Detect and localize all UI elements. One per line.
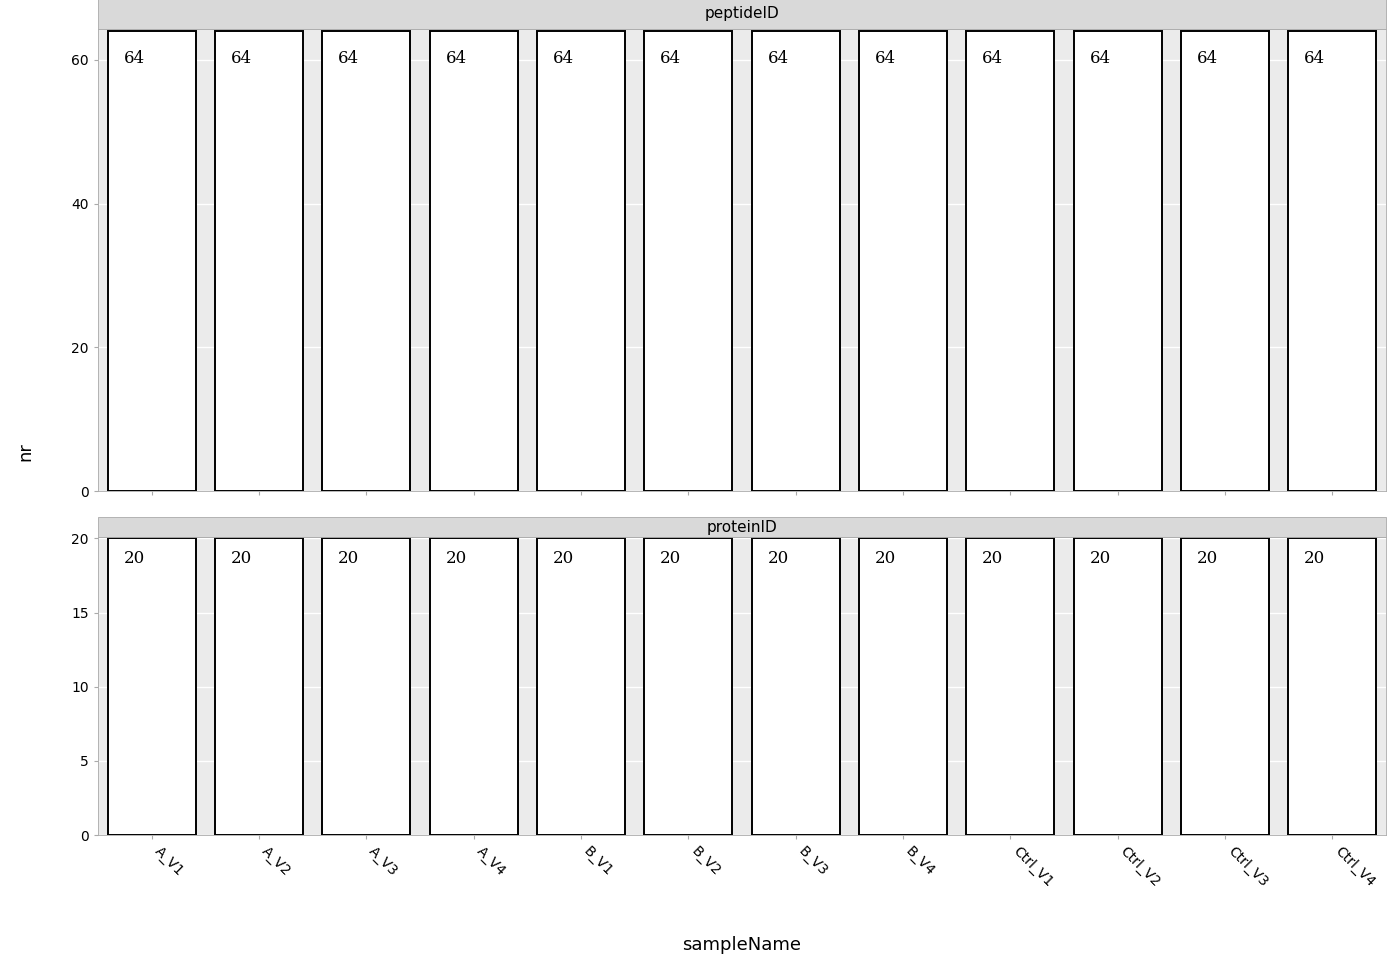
Text: 64: 64	[1305, 50, 1326, 66]
Bar	[1288, 31, 1376, 492]
Bar	[108, 539, 196, 835]
Text: proteinID: proteinID	[707, 519, 777, 535]
Text: 20: 20	[1089, 550, 1110, 567]
Text: 20: 20	[123, 550, 144, 567]
Bar	[98, 0, 1386, 29]
Bar	[216, 31, 302, 492]
Text: 20: 20	[445, 550, 466, 567]
Text: 64: 64	[445, 50, 466, 66]
Bar	[1182, 539, 1268, 835]
Bar	[860, 31, 946, 492]
Text: 20: 20	[983, 550, 1004, 567]
Text: 20: 20	[553, 550, 574, 567]
Bar	[1074, 31, 1162, 492]
Bar	[108, 31, 196, 492]
Text: peptideID: peptideID	[704, 7, 780, 21]
Bar	[1288, 539, 1376, 835]
Bar	[644, 539, 732, 835]
Text: 64: 64	[123, 50, 144, 66]
Bar	[966, 31, 1054, 492]
Bar	[216, 539, 302, 835]
Bar	[538, 539, 624, 835]
Bar	[752, 31, 840, 492]
Bar	[644, 31, 732, 492]
Text: 64: 64	[1197, 50, 1218, 66]
Bar	[1182, 31, 1268, 492]
Text: 20: 20	[661, 550, 682, 567]
Bar	[98, 517, 1386, 537]
Bar	[538, 31, 624, 492]
Text: sampleName: sampleName	[683, 936, 801, 954]
Text: 64: 64	[661, 50, 682, 66]
Text: 64: 64	[983, 50, 1004, 66]
Bar	[430, 31, 518, 492]
Text: 64: 64	[767, 50, 788, 66]
Bar	[430, 539, 518, 835]
Text: 64: 64	[553, 50, 574, 66]
Text: 20: 20	[339, 550, 360, 567]
Text: 20: 20	[767, 550, 788, 567]
Bar	[1074, 539, 1162, 835]
Text: 64: 64	[231, 50, 252, 66]
Text: 64: 64	[875, 50, 896, 66]
Bar	[752, 539, 840, 835]
Text: 20: 20	[231, 550, 252, 567]
Text: 20: 20	[1305, 550, 1326, 567]
Bar	[322, 539, 410, 835]
Text: 64: 64	[1089, 50, 1110, 66]
Text: 20: 20	[875, 550, 896, 567]
Bar	[322, 31, 410, 492]
Text: 20: 20	[1197, 550, 1218, 567]
Bar	[860, 539, 946, 835]
Text: nr: nr	[17, 442, 35, 461]
Text: 64: 64	[339, 50, 360, 66]
Bar	[966, 539, 1054, 835]
